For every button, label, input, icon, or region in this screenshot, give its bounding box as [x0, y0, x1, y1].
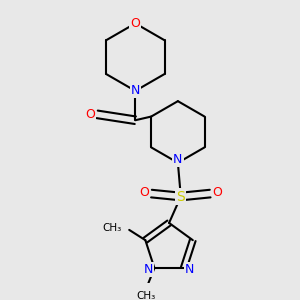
Text: S: S: [176, 190, 185, 203]
Text: N: N: [173, 153, 183, 166]
Text: O: O: [139, 186, 149, 199]
Text: O: O: [213, 186, 222, 199]
Text: O: O: [130, 17, 140, 30]
Text: N: N: [144, 263, 153, 276]
Text: CH₃: CH₃: [136, 291, 155, 300]
Text: O: O: [85, 108, 95, 121]
Text: CH₃: CH₃: [103, 224, 122, 233]
Text: N: N: [185, 263, 194, 276]
Text: N: N: [130, 84, 140, 98]
